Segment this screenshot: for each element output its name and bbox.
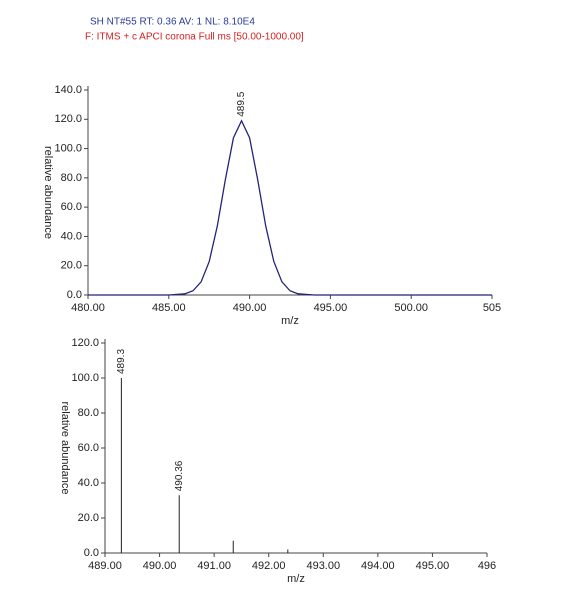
y-axis-label: relative abundance (59, 402, 71, 495)
y-tick-label: 120.0 (54, 113, 82, 125)
x-tick-label: 496 (478, 560, 496, 572)
peak-label: 489.3 (116, 349, 127, 374)
y-tick-label: 80.0 (61, 172, 82, 184)
x-tick-label: 495.00 (314, 302, 348, 314)
x-tick-label: 500.00 (394, 302, 428, 314)
peak-label: 489.5 (236, 91, 247, 116)
x-tick-label: 494.00 (361, 560, 395, 572)
x-tick-label: 480.00 (71, 302, 105, 314)
x-tick-label: 490.00 (143, 560, 177, 572)
y-tick-label: 40.0 (78, 477, 99, 489)
filter-info: F: ITMS + c APCI corona Full ms [50.00-1… (85, 32, 304, 43)
x-tick-label: 491.00 (197, 560, 231, 572)
y-axis-label: relative abundance (42, 146, 54, 239)
x-tick-label: 495.00 (416, 560, 450, 572)
y-tick-label: 20.0 (78, 512, 99, 524)
x-tick-label: 505 (483, 302, 501, 314)
x-axis-label: m/z (287, 573, 305, 585)
y-tick-label: 0.0 (67, 289, 82, 301)
y-tick-label: 140.0 (54, 84, 82, 96)
y-tick-label: 120.0 (71, 337, 99, 349)
x-tick-label: 485.00 (152, 302, 186, 314)
scan-info: SH NT#55 RT: 0.36 AV: 1 NL: 8.10E4 (90, 17, 255, 28)
x-tick-label: 490.00 (233, 302, 267, 314)
y-tick-label: 80.0 (78, 407, 99, 419)
y-tick-label: 0.0 (84, 547, 99, 559)
y-tick-label: 60.0 (78, 442, 99, 454)
peak-label: 490.36 (174, 460, 185, 491)
x-tick-label: 493.00 (306, 560, 340, 572)
y-tick-label: 60.0 (61, 201, 82, 213)
y-tick-label: 40.0 (61, 230, 82, 242)
y-tick-label: 20.0 (61, 260, 82, 272)
y-tick-label: 100.0 (54, 142, 82, 154)
x-tick-label: 489.00 (88, 560, 122, 572)
spectrum-line (88, 119, 492, 296)
x-tick-label: 492.00 (252, 560, 286, 572)
y-tick-label: 100.0 (71, 372, 99, 384)
x-axis-label: m/z (281, 315, 299, 327)
